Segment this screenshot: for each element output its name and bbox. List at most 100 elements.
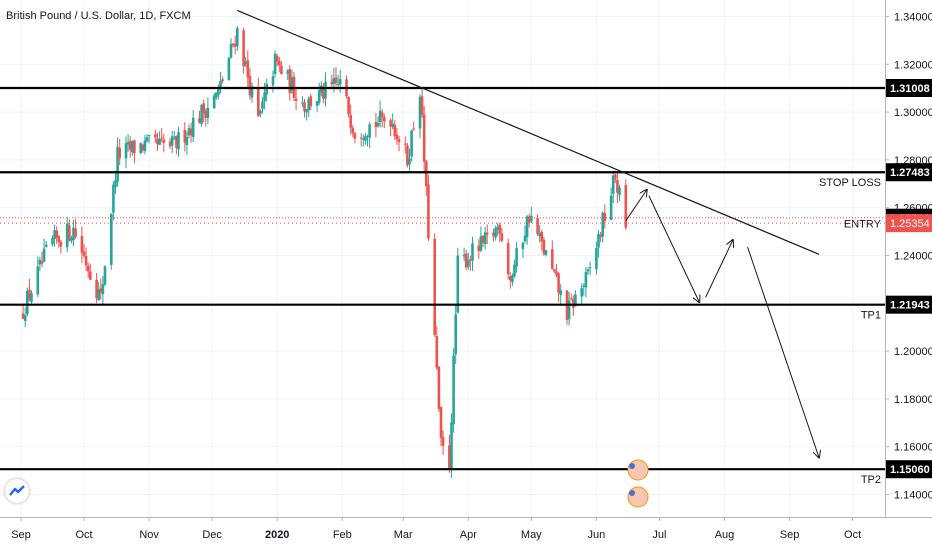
- projection-arrow[interactable]: [705, 240, 733, 298]
- candle-up: [116, 146, 119, 182]
- level-label: STOP LOSS: [819, 177, 881, 189]
- x-tick-label[interactable]: Apr: [460, 529, 477, 541]
- x-tick-label[interactable]: Dec: [202, 529, 222, 541]
- candle-down: [616, 179, 619, 193]
- candle-down: [406, 145, 409, 166]
- event-flag-icon[interactable]: [627, 459, 649, 481]
- price-axis[interactable]: 1.340001.320001.300001.280001.260001.240…: [885, 0, 932, 517]
- x-tick-label[interactable]: Sep: [780, 529, 800, 541]
- candle-up: [286, 70, 289, 74]
- candle-down: [99, 288, 103, 293]
- candle-up: [187, 127, 191, 136]
- candle-up: [584, 271, 588, 288]
- candle-up: [618, 187, 621, 195]
- projection-arrow[interactable]: [747, 246, 819, 457]
- candle-up: [580, 288, 583, 297]
- drawings[interactable]: [237, 9, 820, 457]
- horizontal-levels[interactable]: STOP LOSS TP1 TP2 ENTRY: [0, 86, 885, 486]
- candle-up: [307, 98, 310, 111]
- candle-down: [231, 43, 235, 46]
- event-markers[interactable]: [627, 459, 649, 508]
- x-tick-label[interactable]: Nov: [139, 529, 159, 541]
- candle-down: [437, 366, 441, 410]
- level-price-tag[interactable]: 1.31008: [890, 83, 930, 95]
- level-label: TP2: [861, 474, 881, 486]
- candle-down: [404, 143, 407, 145]
- symbol-title: British Pound / U.S. Dollar, 1D, FXCM: [6, 10, 191, 22]
- x-tick-label[interactable]: Mar: [394, 529, 413, 541]
- candle-up: [305, 109, 308, 113]
- candle-down: [242, 30, 245, 67]
- flag-dot-icon: [629, 490, 635, 496]
- candle-up: [609, 195, 613, 221]
- candle-up: [51, 238, 54, 245]
- candle-up: [511, 275, 514, 283]
- candle-up: [70, 238, 73, 241]
- candle-down: [353, 133, 357, 139]
- y-tick-label: 1.30000: [894, 107, 932, 119]
- candle-up: [126, 142, 130, 145]
- candle-up: [494, 228, 497, 238]
- tradingview-logo-icon[interactable]: [5, 479, 29, 503]
- candle-up: [611, 175, 615, 194]
- candle-down: [425, 161, 428, 187]
- candle-up: [145, 137, 149, 142]
- x-tick-label[interactable]: May: [521, 529, 542, 541]
- candle-up: [147, 134, 151, 136]
- candle-down: [68, 225, 71, 241]
- x-tick-label[interactable]: Sep: [11, 529, 31, 541]
- candle-up: [538, 233, 541, 237]
- candle-down: [614, 174, 617, 179]
- candle-down: [551, 249, 554, 269]
- candle-down: [330, 81, 334, 85]
- candle-up: [574, 294, 577, 307]
- candle-down: [257, 87, 260, 116]
- trend-line[interactable]: [237, 9, 820, 255]
- last-price-tag[interactable]: 1.25354: [890, 218, 930, 230]
- event-flag-icon[interactable]: [627, 486, 649, 508]
- candle-down: [278, 60, 281, 66]
- y-tick-label: 1.20000: [894, 346, 932, 358]
- candle-up: [217, 88, 220, 95]
- y-tick-label: 1.24000: [894, 251, 932, 263]
- candle-up: [559, 290, 562, 295]
- time-axis[interactable]: Sep Oct Nov Dec 2020 Feb Mar Apr May Jun Jul Aug Sep…: [0, 517, 932, 541]
- x-tick-label[interactable]: Feb: [333, 529, 352, 541]
- candle-down: [395, 134, 399, 140]
- x-tick-label[interactable]: Jul: [652, 529, 666, 541]
- x-tick-label[interactable]: Jun: [588, 529, 606, 541]
- candle-down: [322, 86, 325, 99]
- candle-up: [101, 284, 105, 295]
- level-price-tag[interactable]: 1.21943: [890, 300, 930, 312]
- candle-up: [317, 90, 321, 103]
- level-price-tag[interactable]: 1.15060: [890, 464, 930, 476]
- level-price-tag[interactable]: 1.27483: [890, 167, 930, 179]
- candle-up: [332, 78, 336, 84]
- projection-arrow[interactable]: [648, 195, 699, 302]
- x-tick-label[interactable]: 2020: [265, 529, 289, 541]
- candle-down: [275, 55, 279, 62]
- candle-up: [597, 233, 600, 248]
- projection-arrow[interactable]: [625, 190, 647, 222]
- x-tick-label[interactable]: Oct: [844, 529, 861, 541]
- x-tick-label[interactable]: Oct: [75, 529, 92, 541]
- x-tick-label[interactable]: Aug: [715, 529, 735, 541]
- candle-down: [553, 269, 556, 272]
- candle-down: [536, 217, 539, 234]
- level-price-tag-bg: [886, 295, 932, 314]
- candle-down: [59, 241, 63, 247]
- candle-up: [290, 77, 294, 92]
- candle-down: [118, 147, 121, 159]
- candle-up: [471, 243, 474, 261]
- candle-down: [383, 117, 386, 122]
- candle-down: [168, 141, 172, 147]
- candle-down: [183, 129, 187, 143]
- level-price-tag-bg: [886, 163, 932, 182]
- candle-up: [236, 28, 239, 47]
- candle-down: [84, 255, 88, 266]
- candle-up: [200, 104, 203, 125]
- candle-down: [154, 134, 157, 138]
- candle-up: [206, 107, 210, 118]
- candle-up: [410, 130, 413, 157]
- candles: [21, 25, 628, 478]
